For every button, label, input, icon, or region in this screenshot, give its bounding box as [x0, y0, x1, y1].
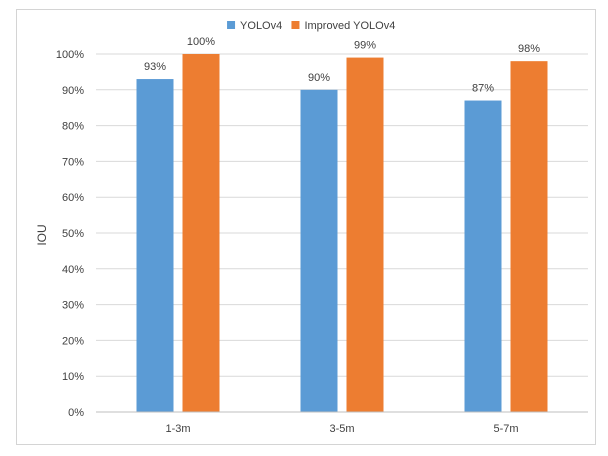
- bar-yolov4-2: [300, 89, 338, 413]
- y-tick-label: 70%: [62, 156, 84, 168]
- y-tick-label: 30%: [62, 300, 84, 312]
- x-tick-label: 5-7m: [493, 423, 518, 435]
- bars: [136, 54, 548, 413]
- legend-swatch: [291, 21, 300, 29]
- y-tick-label: 50%: [62, 228, 84, 240]
- data-labels: 93% 100% 90% 99% 87% 98%: [144, 36, 540, 95]
- y-tick-label: 0%: [68, 407, 84, 419]
- data-label: 100%: [187, 36, 215, 48]
- legend: YOLOv4 Improved YOLOv4: [227, 20, 395, 32]
- y-tick-label: 20%: [62, 335, 84, 347]
- legend-label: YOLOv4: [240, 20, 282, 32]
- bar-yolov4-3: [464, 100, 502, 412]
- bar-improved-yolov4-1: [182, 54, 220, 412]
- y-tick-label: 100%: [56, 49, 84, 61]
- bar-yolov4-1: [136, 79, 174, 412]
- legend-label: Improved YOLOv4: [304, 20, 395, 32]
- y-tick-label: 60%: [62, 192, 84, 204]
- y-tick-label: 40%: [62, 264, 84, 276]
- data-label: 99%: [354, 40, 376, 52]
- data-label: 87%: [472, 83, 494, 95]
- data-label: 93%: [144, 61, 166, 73]
- legend-swatch: [227, 21, 236, 29]
- bar-improved-yolov4-2: [346, 57, 384, 413]
- bar-improved-yolov4-3: [510, 61, 548, 412]
- y-tick-label: 90%: [62, 85, 84, 97]
- data-label: 90%: [308, 72, 330, 84]
- y-tick-label: 10%: [62, 371, 84, 383]
- x-tick-label: 3-5m: [329, 423, 354, 435]
- axes: 0% 10% 20% 30% 40% 50% 60% 70% 80% 90% 100% 1-3m 3-5…: [56, 49, 588, 435]
- x-tick-label: 1-3m: [165, 423, 190, 435]
- data-label: 98%: [518, 43, 540, 55]
- y-axis-title: IOU: [35, 224, 49, 245]
- y-tick-label: 80%: [62, 121, 84, 133]
